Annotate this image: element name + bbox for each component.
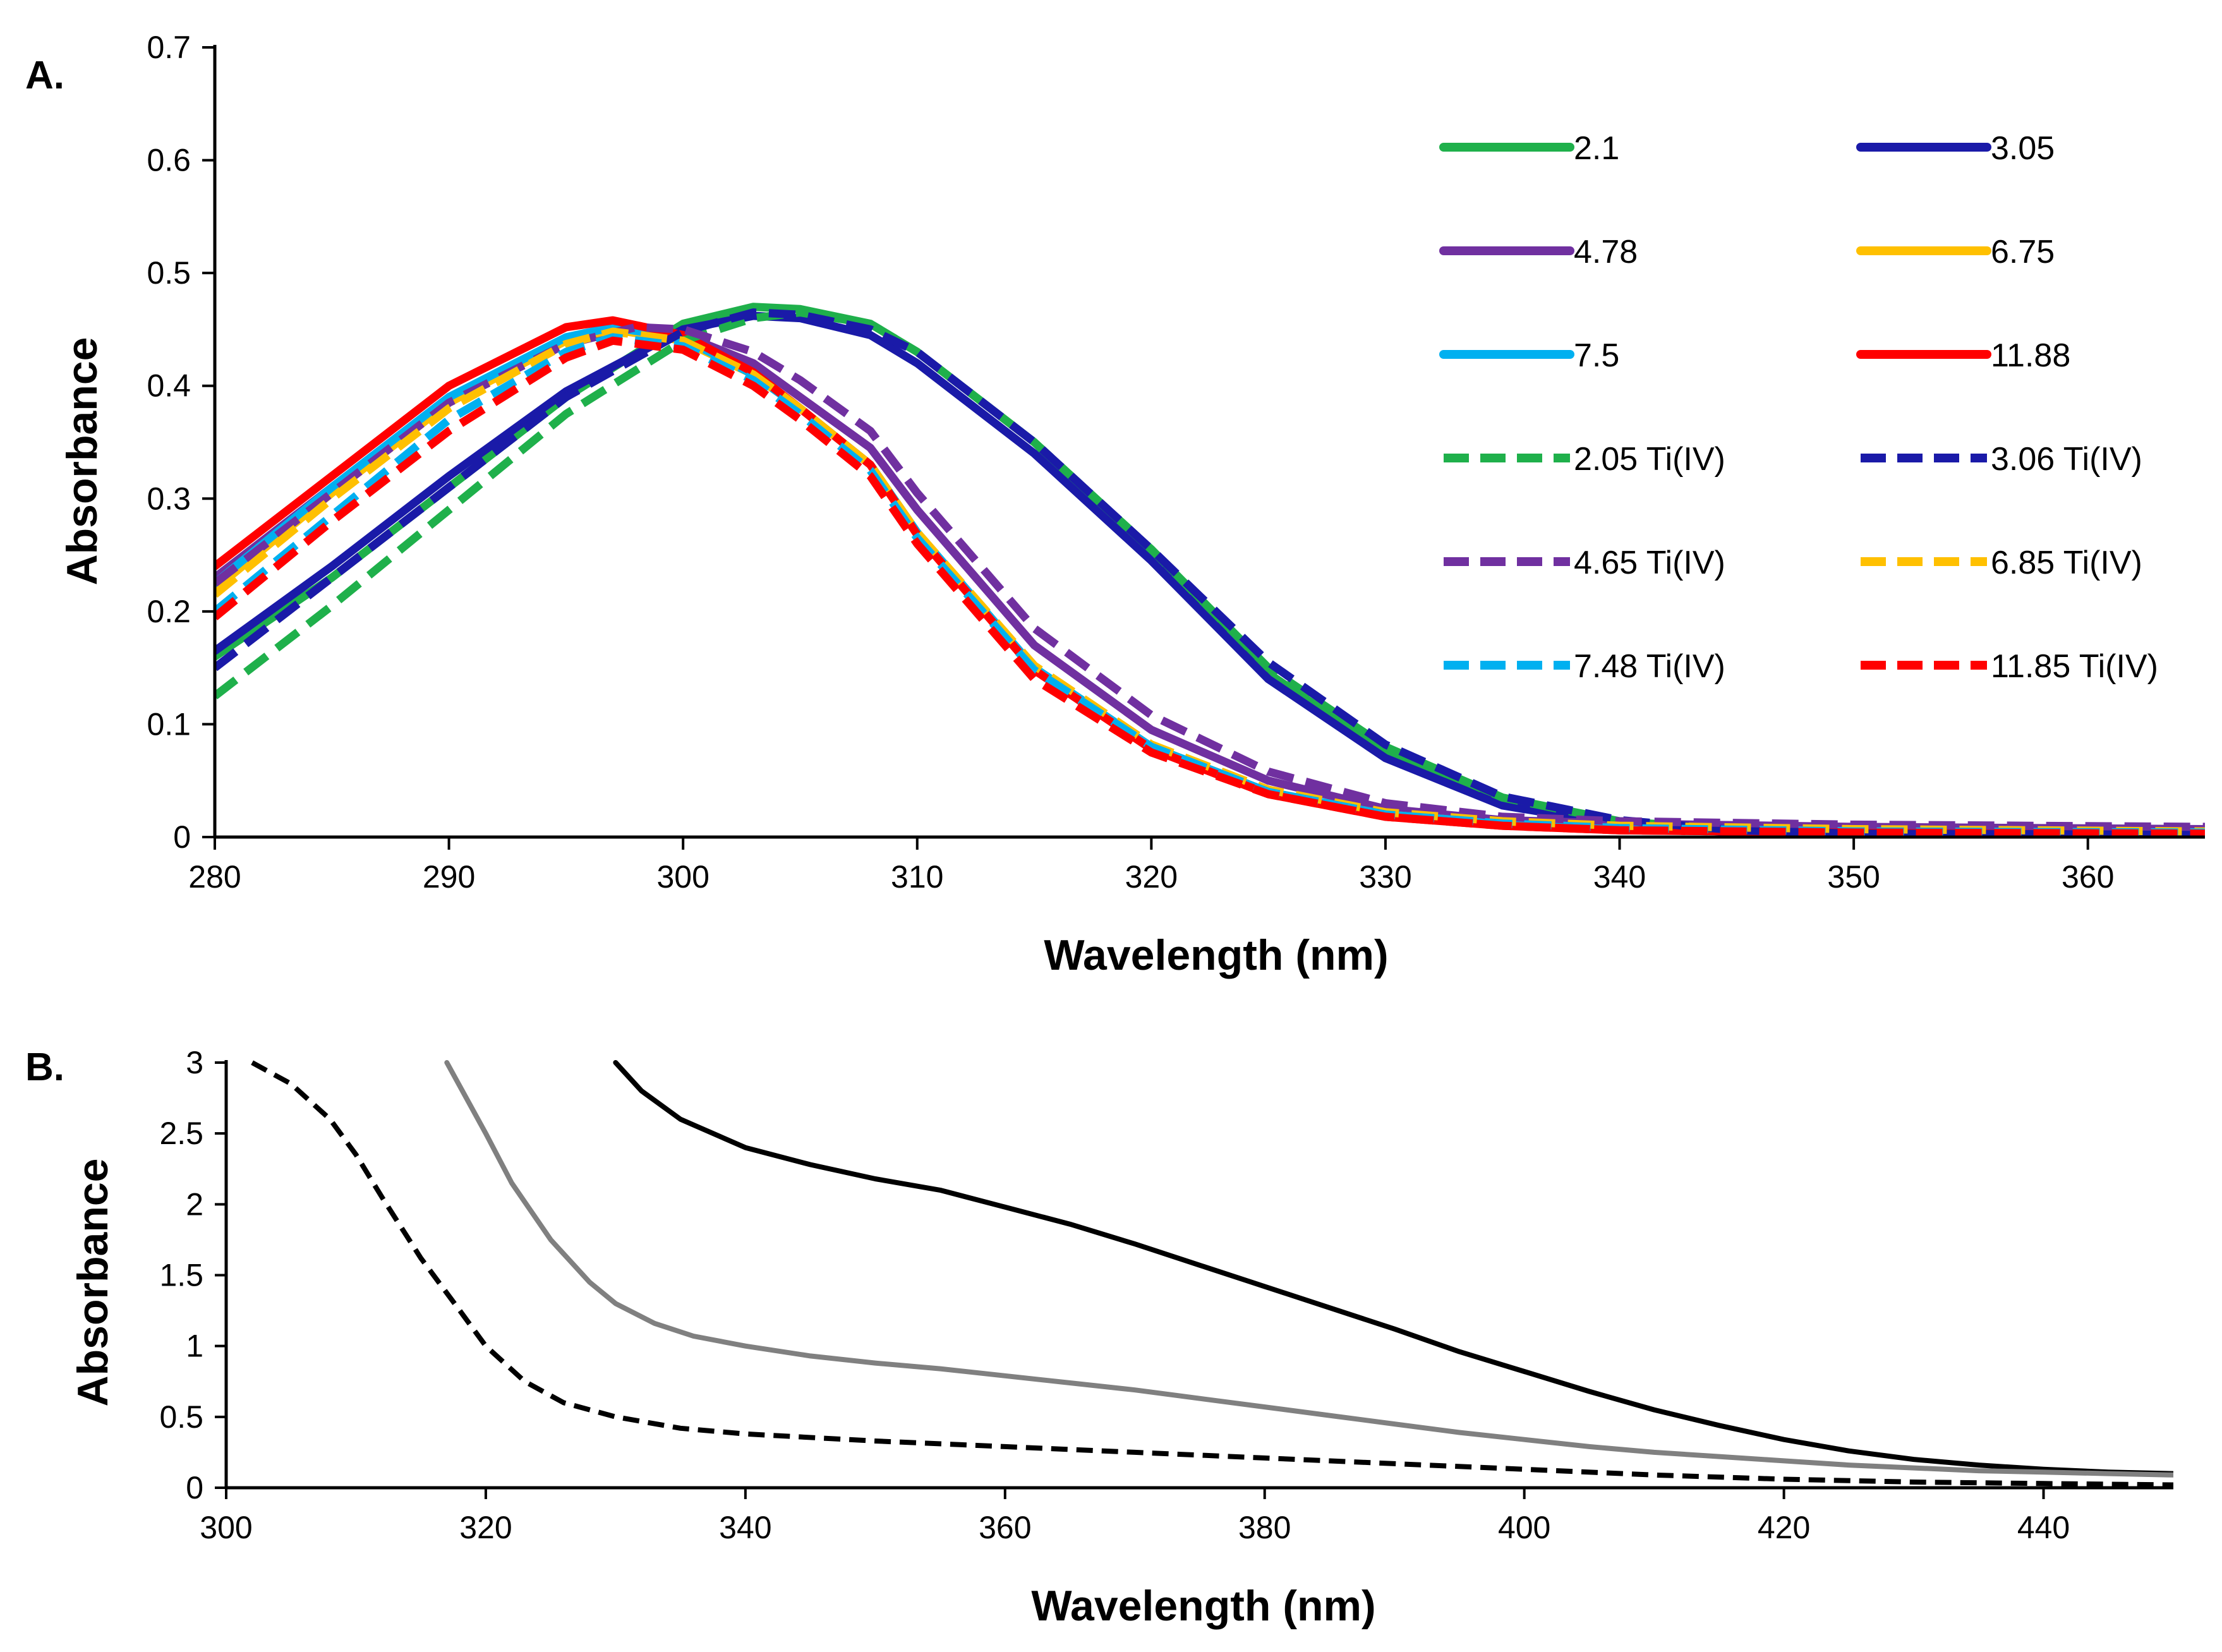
panel-b-series-line-black-dashed bbox=[251, 1060, 2173, 1488]
panel-b-series-clip bbox=[251, 1060, 2173, 1488]
panel-a-series-line-2-05-ti-iv bbox=[215, 308, 2205, 837]
panel-b-x-tick-label: 360 bbox=[979, 1510, 1031, 1545]
panel-a-y-tick-label: 0.7 bbox=[147, 30, 191, 65]
panel-b-x-tick-label: 340 bbox=[719, 1510, 771, 1545]
legend-label-4-78: 4.78 bbox=[1574, 234, 1638, 270]
panel-b-y-tick-label: 3 bbox=[186, 1045, 203, 1080]
panel-b-y-tick-label: 0.5 bbox=[159, 1399, 203, 1435]
panel-a-y-tick-label: 0.1 bbox=[147, 706, 191, 742]
legend-label-7-5: 7.5 bbox=[1574, 337, 1619, 374]
panel-b-x-tick-label: 400 bbox=[1498, 1510, 1550, 1545]
panel-a-y-tick-label: 0.2 bbox=[147, 594, 191, 629]
panel-a-x-tick-label: 310 bbox=[891, 859, 943, 895]
panel-b-x-tick-label: 320 bbox=[459, 1510, 512, 1545]
legend-label-3-06-ti-iv: 3.06 Ti(IV) bbox=[1991, 441, 2142, 478]
panel-b-y-tick-label: 0 bbox=[186, 1470, 203, 1505]
panel-a-series-line-11-85-ti-iv bbox=[215, 336, 2205, 837]
legend-label-3-05: 3.05 bbox=[1991, 130, 2055, 167]
legend-label-2-1: 2.1 bbox=[1574, 130, 1619, 167]
panel-a-x-tick-label: 290 bbox=[423, 859, 475, 895]
panel-b-x-axis-title: Wavelength (nm) bbox=[1031, 1582, 1375, 1630]
panel-a-y-tick-label: 0.5 bbox=[147, 255, 191, 291]
panel-b-series-line-gray-solid bbox=[444, 1060, 2173, 1478]
panel-b-series-group bbox=[251, 1060, 2173, 1488]
panel-b-y-axis-title: Absorbance bbox=[69, 1159, 117, 1407]
panel-b-y-tick-label: 1 bbox=[186, 1329, 203, 1364]
legend-label-11-88: 11.88 bbox=[1991, 337, 2070, 374]
panel-b-x-tick-label: 300 bbox=[200, 1510, 252, 1545]
panel-a-y-axis-title: Absorbance bbox=[58, 337, 106, 586]
panel-a-x-tick-label: 320 bbox=[1125, 859, 1178, 895]
panel-b-chart: B. 0 0.5 1 1.5 2 2.5 3 300 320 340 360 380 400 420 440… bbox=[25, 1045, 2173, 1630]
panel-b-y-tick-label: 2 bbox=[186, 1186, 203, 1222]
panel-a-series-line-11-88 bbox=[215, 316, 2205, 837]
panel-a-x-axis-title: Wavelength (nm) bbox=[1044, 931, 1388, 979]
panel-a-y-tick-label: 0.6 bbox=[147, 143, 191, 178]
panel-b-x-tick-label: 440 bbox=[2017, 1510, 2070, 1545]
legend-label-11-85-ti-iv: 11.85 Ti(IV) bbox=[1991, 648, 2158, 685]
panel-a-series-clip bbox=[215, 303, 2205, 837]
panel-b-axes: 0 0.5 1 1.5 2 2.5 3 300 320 340 360 380 400 420 440 bbox=[159, 1045, 2173, 1545]
panel-a-series-group bbox=[215, 303, 2205, 837]
panel-a-y-tick-label: 0.4 bbox=[147, 368, 191, 404]
panel-a-series-line-6-85-ti-iv bbox=[215, 327, 2205, 836]
legend-label-4-65-ti-iv: 4.65 Ti(IV) bbox=[1574, 545, 1725, 581]
panel-a-y-tick-label: 0.3 bbox=[147, 481, 191, 516]
panel-a-axes: 0 0.1 0.2 0.3 0.4 0.5 0.6 0.7 280 290 300 310 320 330… bbox=[147, 30, 2205, 895]
panel-b-series-line-black-solid bbox=[613, 1060, 2173, 1476]
panel-a-x-tick-label: 340 bbox=[1593, 859, 1646, 895]
panel-b-x-tick-label: 380 bbox=[1238, 1510, 1291, 1545]
panel-a-x-tick-label: 360 bbox=[2062, 859, 2114, 895]
panel-a-chart: A. 0 0.1 0.2 0.3 0.4 0.5 0.6 0.7 280 290 300 310 320… bbox=[25, 30, 2205, 979]
panel-b-label: B. bbox=[25, 1046, 64, 1089]
panel-a-x-tick-label: 280 bbox=[188, 859, 241, 895]
legend-label-6-75: 6.75 bbox=[1991, 234, 2055, 270]
panel-a-y-tick-label: 0 bbox=[173, 819, 191, 855]
legend-label-7-48-ti-iv: 7.48 Ti(IV) bbox=[1574, 648, 1725, 685]
panel-b-y-tick-label: 1.5 bbox=[159, 1258, 203, 1293]
legend-label-2-05-ti-iv: 2.05 Ti(IV) bbox=[1574, 441, 1725, 478]
panel-a-label: A. bbox=[25, 54, 64, 97]
panel-a-x-tick-label: 300 bbox=[656, 859, 709, 895]
panel-a-legend: 2.1 3.05 4.78 6.75 7.5 11.88 2.05 Ti(IV) 3.06 T… bbox=[1439, 130, 2158, 685]
panel-a-x-tick-label: 350 bbox=[1827, 859, 1880, 895]
legend-label-6-85-ti-iv: 6.85 Ti(IV) bbox=[1991, 545, 2142, 581]
panel-a-series-line-7-48-ti-iv bbox=[215, 333, 2205, 837]
panel-b-x-tick-label: 420 bbox=[1758, 1510, 1810, 1545]
panel-a-x-tick-label: 330 bbox=[1359, 859, 1411, 895]
panel-b-y-tick-label: 2.5 bbox=[159, 1116, 203, 1151]
